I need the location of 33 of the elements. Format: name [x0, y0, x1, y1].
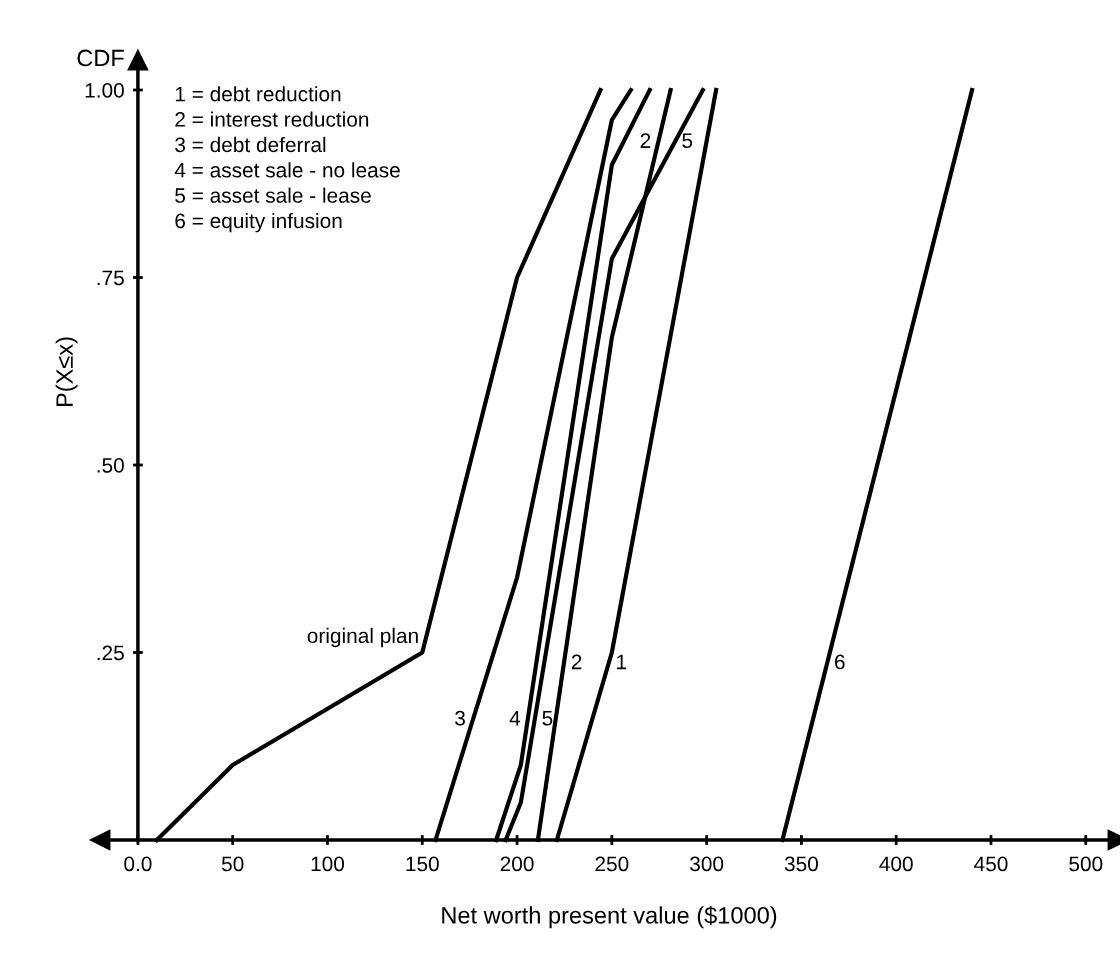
- annotation: 6 = equity infusion: [175, 212, 342, 233]
- x-tick-label: 300: [690, 856, 724, 872]
- x-tick-label: 400: [879, 856, 913, 872]
- series-label: 4: [509, 711, 521, 726]
- y-tick-label: .75: [97, 270, 124, 286]
- x-tick-label: 500: [1069, 856, 1103, 872]
- series-label: 5: [682, 133, 693, 149]
- x-tick-label: 50: [221, 856, 244, 872]
- y-tick-label: .50: [97, 458, 124, 473]
- annotation: 3 = debt deferral: [175, 136, 326, 153]
- x-tick-label: 100: [311, 856, 345, 872]
- annotation: CDF: [77, 49, 124, 67]
- annotation: 1 = debt reduction: [175, 86, 341, 102]
- x-tick-label: 200: [500, 856, 534, 872]
- x-tick-label: 150: [406, 856, 439, 872]
- x-axis-title: Net worth present value ($1000): [442, 905, 777, 929]
- text: 5: [542, 711, 553, 726]
- x-tick-label: 350: [784, 856, 818, 872]
- series-label: 3: [455, 710, 465, 726]
- text: 2: [571, 654, 582, 670]
- x-tick-label: 250: [595, 856, 629, 872]
- series-label: original plan: [307, 627, 418, 648]
- y-tick-label: 1.00: [85, 83, 124, 98]
- series-label: 1: [617, 654, 627, 670]
- annotation: 2 = interest reduction: [175, 111, 369, 127]
- y-axis-title: P(X≤x): [55, 337, 78, 407]
- series-label: 6: [835, 654, 845, 670]
- annotation: 4 = asset sale - no lease: [174, 162, 400, 178]
- y-tick-label: .25: [97, 645, 124, 661]
- x-tick-label: 450: [974, 856, 1008, 872]
- x-tick-label: 0.0: [124, 856, 152, 872]
- annotation: 5 = asset sale - lease: [175, 187, 371, 203]
- series-label: 2: [640, 133, 651, 148]
